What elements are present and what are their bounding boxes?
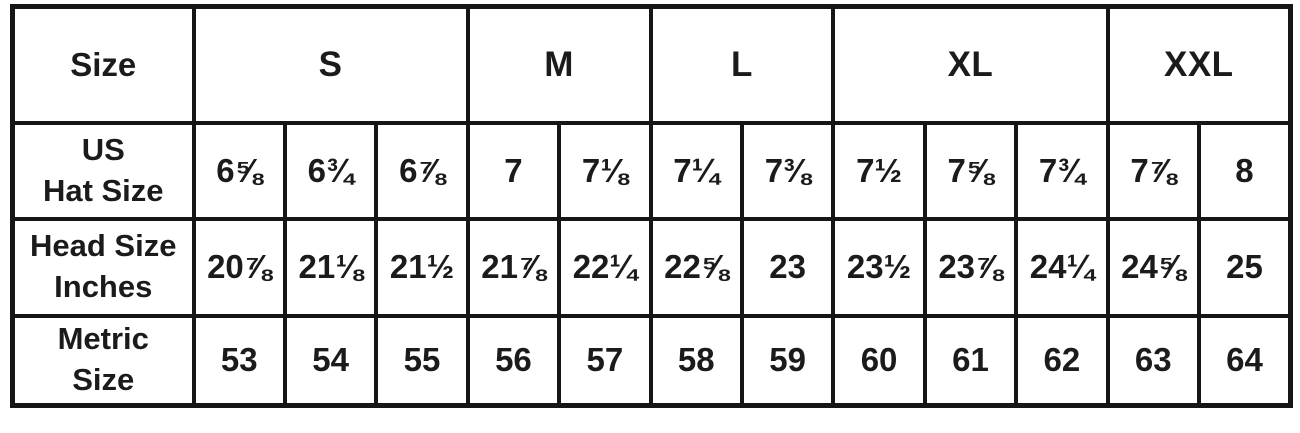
row-header-line: Inches: [54, 269, 153, 304]
size-group-header-xxl: XXL: [1105, 4, 1293, 125]
us-hat-size-cell: 7⅞: [1105, 120, 1201, 221]
us-hat-size-cell: 8: [1196, 120, 1293, 221]
head-size-inches-cell: 21⅞: [465, 216, 562, 318]
size-group-header-s: S: [191, 4, 470, 125]
us-hat-size-cell: 7¾: [1014, 120, 1110, 221]
table-row-metric-size: Metric Size 53 54 55 56 57 58 59 60 61 6…: [10, 313, 1293, 408]
row-header-metric-size: Metric Size: [10, 313, 196, 408]
size-group-header-xl: XL: [831, 4, 1110, 125]
head-size-inches-cell: 22⅝: [648, 216, 744, 318]
row-header-line: US: [81, 131, 125, 167]
size-group-header-m: M: [465, 4, 653, 125]
table-row-us-hat-size: US Hat Size 6⅝ 6¾ 6⅞ 7 7⅛ 7¼ 7⅜ 7½ 7⅝ 7¾…: [10, 120, 1293, 221]
metric-size-cell: 53: [191, 313, 287, 408]
metric-size-cell: 54: [282, 313, 379, 408]
us-hat-size-cell: 7⅛: [557, 120, 653, 221]
head-size-inches-cell: 20⅞: [191, 216, 287, 318]
row-header-line: Head Size: [30, 228, 177, 264]
table-row-head-size-inches: Head Size Inches 20⅞ 21⅛ 21½ 21⅞ 22¼ 22⅝…: [10, 216, 1293, 318]
metric-size-cell: 60: [831, 313, 927, 408]
row-header-head-size-inches: Head Size Inches: [10, 216, 196, 318]
row-header-line: Size: [72, 362, 135, 398]
metric-size-cell: 61: [922, 313, 1019, 408]
hat-size-chart: Size S M L XL XXL US Hat Size 6⅝ 6¾ 6⅞ 7…: [10, 4, 1293, 408]
metric-size-cell: 64: [1196, 313, 1293, 408]
size-conversion-table: Size S M L XL XXL US Hat Size 6⅝ 6¾ 6⅞ 7…: [10, 4, 1293, 408]
head-size-inches-cell: 23⅞: [922, 216, 1019, 318]
head-size-inches-cell: 21⅛: [282, 216, 379, 318]
head-size-inches-cell: 25: [1196, 216, 1293, 318]
head-size-inches-cell: 24¼: [1014, 216, 1110, 318]
us-hat-size-cell: 7⅝: [922, 120, 1019, 221]
corner-header-size: Size: [10, 4, 196, 125]
head-size-inches-cell: 23½: [831, 216, 927, 318]
size-group-header-l: L: [648, 4, 836, 125]
us-hat-size-cell: 7¼: [648, 120, 744, 221]
metric-size-cell: 62: [1014, 313, 1110, 408]
metric-size-cell: 57: [557, 313, 653, 408]
head-size-inches-cell: 22¼: [557, 216, 653, 318]
row-header-line: Metric: [57, 321, 149, 357]
us-hat-size-cell: 6⅞: [374, 120, 470, 221]
table-row-size-groups: Size S M L XL XXL: [10, 4, 1293, 125]
us-hat-size-cell: 6⅝: [191, 120, 287, 221]
metric-size-cell: 56: [465, 313, 562, 408]
metric-size-cell: 55: [374, 313, 470, 408]
row-header-line: Hat Size: [42, 172, 164, 208]
head-size-inches-cell: 23: [739, 216, 836, 318]
row-header-us-hat-size: US Hat Size: [10, 120, 196, 221]
metric-size-cell: 59: [739, 313, 836, 408]
metric-size-cell: 63: [1105, 313, 1201, 408]
head-size-inches-cell: 21½: [374, 216, 470, 318]
us-hat-size-cell: 7: [465, 120, 562, 221]
us-hat-size-cell: 7⅜: [739, 120, 836, 221]
metric-size-cell: 58: [648, 313, 744, 408]
us-hat-size-cell: 7½: [831, 120, 927, 221]
us-hat-size-cell: 6¾: [282, 120, 379, 221]
head-size-inches-cell: 24⅝: [1105, 216, 1201, 318]
